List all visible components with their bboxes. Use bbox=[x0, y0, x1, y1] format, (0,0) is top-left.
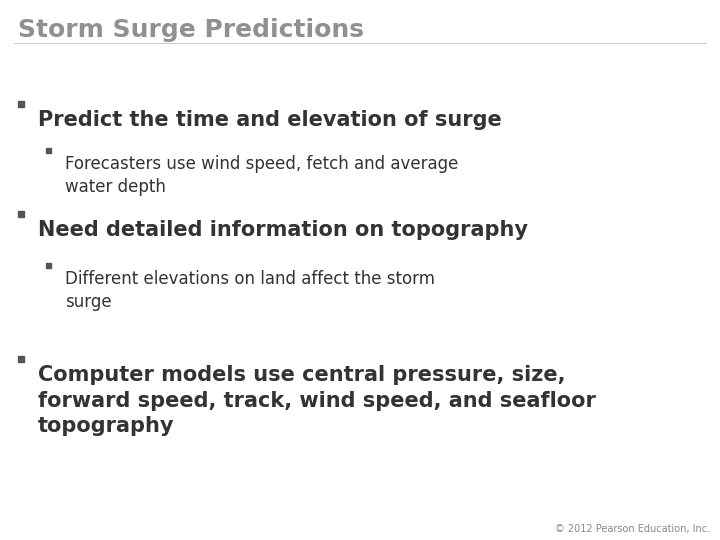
Text: Predict the time and elevation of surge: Predict the time and elevation of surge bbox=[38, 110, 502, 130]
Text: Need detailed information on topography: Need detailed information on topography bbox=[38, 220, 528, 240]
Bar bbox=[18, 101, 24, 107]
Bar bbox=[46, 263, 51, 268]
Bar bbox=[46, 148, 51, 153]
Text: Different elevations on land affect the storm
surge: Different elevations on land affect the … bbox=[65, 270, 435, 311]
Text: Forecasters use wind speed, fetch and average
water depth: Forecasters use wind speed, fetch and av… bbox=[65, 155, 459, 196]
Text: © 2012 Pearson Education, Inc.: © 2012 Pearson Education, Inc. bbox=[555, 524, 710, 534]
Bar bbox=[18, 211, 24, 217]
Bar bbox=[18, 356, 24, 362]
Text: Storm Surge Predictions: Storm Surge Predictions bbox=[18, 18, 364, 42]
Text: Computer models use central pressure, size,
forward speed, track, wind speed, an: Computer models use central pressure, si… bbox=[38, 365, 596, 436]
